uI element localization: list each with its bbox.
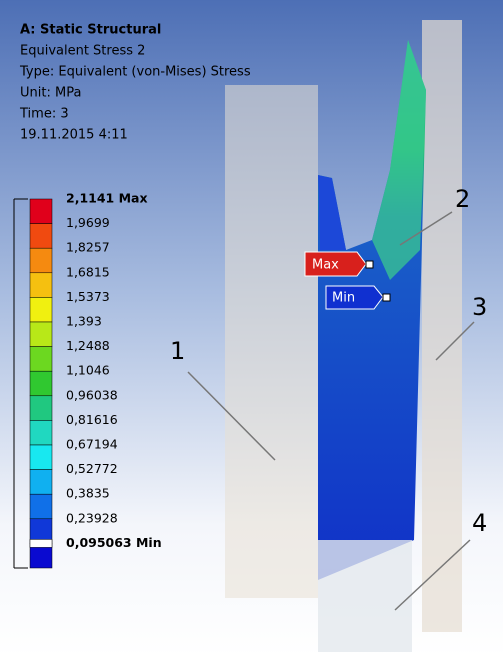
legend-swatch <box>30 420 52 445</box>
legend-label: 1,9699 <box>66 215 110 230</box>
result-view: Max Min 1 2 3 4 A: Static Structural Equi… <box>0 0 503 657</box>
header-line: Unit: MPa <box>20 86 81 101</box>
plate-3 <box>422 20 462 632</box>
min-label: Min <box>332 291 355 306</box>
header-line: 19.11.2015 4:11 <box>20 128 128 143</box>
legend-swatch <box>30 347 52 372</box>
legend-label: 1,1046 <box>66 363 110 378</box>
legend-label: 0,81616 <box>66 412 118 427</box>
legend-label: 0,23928 <box>66 510 118 525</box>
legend-label: 0,96038 <box>66 387 118 402</box>
legend-label: 1,2488 <box>66 338 110 353</box>
legend-label: 1,6815 <box>66 264 110 279</box>
block-4 <box>318 540 412 652</box>
legend-swatch <box>30 539 52 547</box>
legend-swatch <box>30 470 52 495</box>
header-line: Time: 3 <box>19 107 69 122</box>
legend-swatch <box>30 248 52 273</box>
legend-label: 1,8257 <box>66 240 110 255</box>
legend-label: 0,52772 <box>66 461 118 476</box>
callout: 2 <box>455 185 470 213</box>
callout: 3 <box>472 293 487 321</box>
header-line: Type: Equivalent (von-Mises) Stress <box>19 65 251 80</box>
legend-label: 1,393 <box>66 314 102 329</box>
callout: 4 <box>472 509 487 537</box>
callout: 1 <box>170 337 185 365</box>
legend-label: 0,3835 <box>66 486 110 501</box>
legend-swatch <box>30 494 52 519</box>
legend-label: 1,5373 <box>66 289 110 304</box>
legend-swatch <box>30 273 52 298</box>
header-line: Equivalent Stress 2 <box>20 44 145 59</box>
header-line: A: Static Structural <box>20 23 161 38</box>
legend-swatch <box>30 371 52 396</box>
legend-label: 0,67194 <box>66 437 118 452</box>
legend-swatch <box>30 445 52 470</box>
legend-label: 0,095063 Min <box>66 535 162 550</box>
legend-label: 2,1141 Max <box>66 191 148 206</box>
plate-1 <box>225 85 318 598</box>
legend-swatch <box>30 322 52 347</box>
legend-swatch <box>30 224 52 249</box>
legend-swatch <box>30 396 52 421</box>
viewport: Max Min 1 2 3 4 A: Static Structural Equi… <box>0 0 503 657</box>
max-label: Max <box>312 258 339 273</box>
legend-swatch <box>30 199 52 224</box>
legend-swatch <box>30 297 52 322</box>
